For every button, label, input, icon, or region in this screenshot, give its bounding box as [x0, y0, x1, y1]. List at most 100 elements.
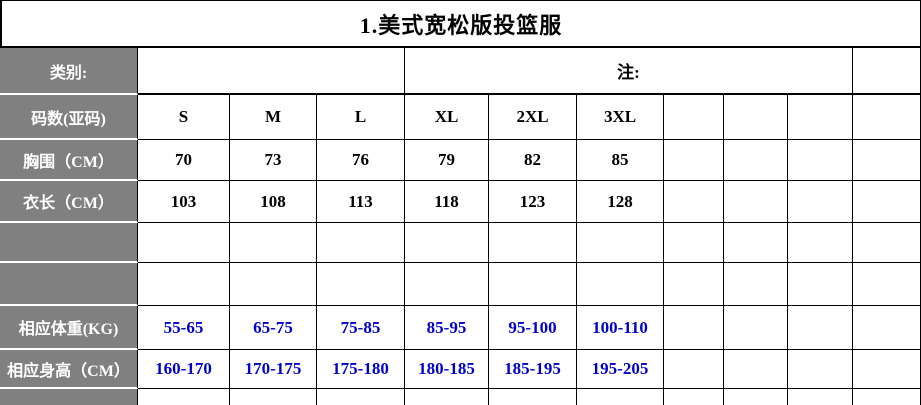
cell-length: 118: [405, 181, 489, 223]
empty-cell: [405, 263, 489, 306]
cell-size-xl: XL: [405, 95, 489, 140]
row-label-partial: [0, 389, 138, 405]
empty-cell: [577, 263, 664, 306]
cell-chest: 73: [230, 140, 317, 181]
cell-length: 123: [489, 181, 577, 223]
row-label-height: 相应身高（CM）: [0, 350, 138, 389]
empty-cell: [664, 140, 724, 181]
row-label-empty: [0, 263, 138, 306]
empty-cell: [405, 389, 489, 405]
spare-cell: [853, 48, 921, 95]
cell-chest: 82: [489, 140, 577, 181]
empty-cell: [853, 389, 921, 405]
empty-cell: [724, 389, 788, 405]
table-row-empty: [0, 223, 921, 263]
cell-weight: 85-95: [405, 306, 489, 350]
cell-weight: 95-100: [489, 306, 577, 350]
table-row-length: 衣长（CM） 103 108 113 118 123 128: [0, 181, 921, 223]
empty-cell: [788, 140, 853, 181]
empty-cell: [317, 389, 405, 405]
empty-cell: [724, 181, 788, 223]
empty-cell: [664, 306, 724, 350]
empty-cell: [853, 350, 921, 389]
cell-weight: 65-75: [230, 306, 317, 350]
table-row-chest: 胸围（CM） 70 73 76 79 82 85: [0, 140, 921, 181]
empty-cell: [724, 95, 788, 140]
cell-size-s: S: [138, 95, 230, 140]
empty-cell: [317, 223, 405, 263]
page-title: 1.美式宽松版投篮服: [0, 0, 921, 48]
cell-size-l: L: [317, 95, 405, 140]
empty-cell: [489, 389, 577, 405]
cell-chest: 79: [405, 140, 489, 181]
cell-length: 108: [230, 181, 317, 223]
cell-weight: 100-110: [577, 306, 664, 350]
empty-cell: [138, 263, 230, 306]
empty-cell: [724, 223, 788, 263]
category-row: 类别: 注:: [0, 48, 921, 95]
empty-cell: [138, 223, 230, 263]
cell-height: 180-185: [405, 350, 489, 389]
cell-height: 170-175: [230, 350, 317, 389]
cell-weight: 75-85: [317, 306, 405, 350]
empty-cell: [853, 181, 921, 223]
cell-length: 103: [138, 181, 230, 223]
category-value-cell: [138, 48, 405, 95]
empty-cell: [853, 306, 921, 350]
cell-size-m: M: [230, 95, 317, 140]
empty-cell: [489, 263, 577, 306]
empty-cell: [664, 263, 724, 306]
empty-cell: [577, 389, 664, 405]
cell-height: 195-205: [577, 350, 664, 389]
empty-cell: [853, 140, 921, 181]
empty-cell: [664, 350, 724, 389]
empty-cell: [230, 223, 317, 263]
empty-cell: [664, 95, 724, 140]
empty-cell: [664, 181, 724, 223]
empty-cell: [788, 181, 853, 223]
note-label: 注:: [405, 48, 853, 95]
empty-cell: [853, 223, 921, 263]
empty-cell: [724, 306, 788, 350]
empty-cell: [853, 263, 921, 306]
cell-height: 185-195: [489, 350, 577, 389]
empty-cell: [788, 95, 853, 140]
empty-cell: [853, 95, 921, 140]
empty-cell: [405, 223, 489, 263]
empty-cell: [230, 263, 317, 306]
empty-cell: [577, 223, 664, 263]
row-label-length: 衣长（CM）: [0, 181, 138, 223]
category-label: 类别:: [0, 48, 138, 95]
empty-cell: [664, 223, 724, 263]
cell-size-2xl: 2XL: [489, 95, 577, 140]
empty-cell: [724, 140, 788, 181]
title-row: 1.美式宽松版投篮服: [0, 0, 921, 48]
empty-cell: [788, 223, 853, 263]
row-label-chest: 胸围（CM）: [0, 140, 138, 181]
empty-cell: [788, 263, 853, 306]
empty-cell: [788, 389, 853, 405]
empty-cell: [788, 306, 853, 350]
empty-cell: [230, 389, 317, 405]
empty-cell: [138, 389, 230, 405]
table-row-partial: [0, 389, 921, 405]
row-label-empty: [0, 223, 138, 263]
table-row-sizes: 码数(亚码) S M L XL 2XL 3XL: [0, 95, 921, 140]
cell-chest: 85: [577, 140, 664, 181]
cell-length: 113: [317, 181, 405, 223]
row-label-weight: 相应体重(KG): [0, 306, 138, 350]
cell-size-3xl: 3XL: [577, 95, 664, 140]
empty-cell: [724, 263, 788, 306]
empty-cell: [788, 350, 853, 389]
empty-cell: [489, 223, 577, 263]
empty-cell: [317, 263, 405, 306]
cell-height: 160-170: [138, 350, 230, 389]
table-row-weight: 相应体重(KG) 55-65 65-75 75-85 85-95 95-100 …: [0, 306, 921, 350]
table-row-empty: [0, 263, 921, 306]
cell-chest: 70: [138, 140, 230, 181]
empty-cell: [724, 350, 788, 389]
cell-height: 175-180: [317, 350, 405, 389]
empty-cell: [664, 389, 724, 405]
